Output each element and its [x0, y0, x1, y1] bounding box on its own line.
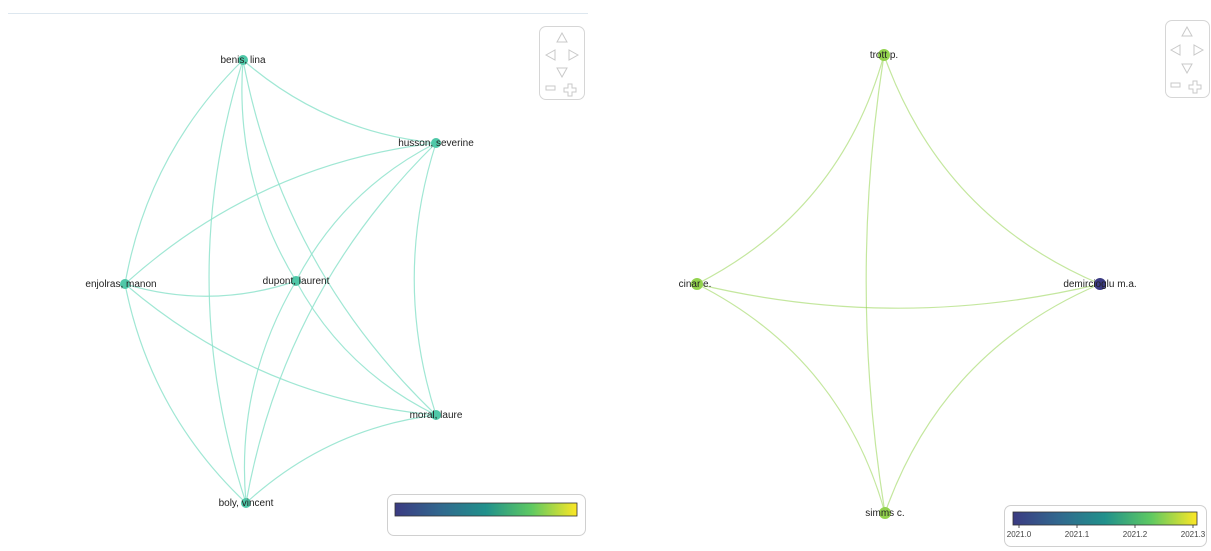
left-navigation-control[interactable]: [539, 26, 585, 100]
legend-tick-label: 2021.2: [1123, 530, 1148, 539]
pan-left-icon[interactable]: [1171, 45, 1180, 55]
pan-down-icon[interactable]: [1182, 64, 1192, 73]
edge-husson-enjolras: [125, 143, 436, 284]
legend-tick-label: 2021.0: [1007, 530, 1032, 539]
left-network-panel: benis, lina husson, severine enjolras, man…: [0, 0, 600, 551]
node-label-dupont[interactable]: dupont, laurent: [263, 276, 330, 287]
node-label-moral[interactable]: moral, laure: [410, 410, 463, 421]
edge-benis-husson: [243, 60, 436, 143]
edge-enjolras-boly: [125, 284, 246, 503]
pan-right-icon[interactable]: [1194, 45, 1203, 55]
right-color-legend: 2021.0 2021.1 2021.2 2021.3: [1004, 505, 1207, 547]
edge-enjolras-moral: [125, 284, 436, 415]
edge-benis-enjolras: [125, 60, 243, 284]
node-label-boly[interactable]: boly, vincent: [219, 498, 274, 509]
edge-cinar-simms: [697, 284, 885, 513]
edge-moral-boly: [246, 415, 436, 503]
pan-up-icon[interactable]: [557, 33, 567, 42]
legend-tick-label: 2021.3: [1181, 530, 1206, 539]
edge-husson-moral: [414, 143, 436, 415]
left-nodes: benis, lina husson, severine enjolras, man…: [85, 55, 474, 509]
node-label-simms[interactable]: simms c.: [865, 508, 904, 519]
left-color-legend: [387, 494, 586, 536]
zoom-in-icon[interactable]: [1189, 81, 1201, 93]
node-label-husson[interactable]: husson, severine: [398, 138, 474, 149]
zoom-out-icon[interactable]: [1171, 83, 1180, 87]
pan-right-icon[interactable]: [569, 50, 578, 60]
edge-trott-demircioglu: [884, 55, 1100, 284]
right-legend-ticks: 2021.0 2021.1 2021.2 2021.3: [1007, 525, 1206, 539]
legend-tick-label: 2021.1: [1065, 530, 1090, 539]
right-network-panel: trott p. cinar e. demircioglu m.a. simms c.…: [608, 0, 1211, 551]
pan-left-icon[interactable]: [546, 50, 555, 60]
edge-benis-boly: [209, 60, 246, 503]
edge-benis-moral: [243, 60, 436, 415]
left-color-scale-bar: [395, 503, 577, 516]
right-network-canvas[interactable]: trott p. cinar e. demircioglu m.a. simms c.: [608, 0, 1211, 551]
right-edges: [697, 55, 1100, 513]
edge-cinar-demircioglu: [697, 284, 1100, 308]
pan-up-icon[interactable]: [1182, 27, 1192, 36]
pan-down-icon[interactable]: [557, 68, 567, 77]
node-label-enjolras[interactable]: enjolras, manon: [85, 279, 156, 290]
node-label-demircioglu[interactable]: demircioglu m.a.: [1063, 279, 1136, 290]
node-label-trott[interactable]: trott p.: [870, 50, 898, 61]
right-color-scale-bar: [1013, 512, 1197, 525]
node-label-benis[interactable]: benis, lina: [220, 55, 265, 66]
right-nodes: trott p. cinar e. demircioglu m.a. simms c.: [679, 49, 1137, 519]
edge-trott-simms: [866, 55, 885, 513]
edge-trott-cinar: [697, 55, 884, 284]
zoom-out-icon[interactable]: [546, 86, 555, 90]
edge-simms-demircioglu: [885, 284, 1100, 513]
left-network-canvas[interactable]: benis, lina husson, severine enjolras, man…: [0, 0, 600, 551]
zoom-in-icon[interactable]: [564, 84, 576, 96]
right-navigation-control[interactable]: [1165, 20, 1210, 98]
node-label-cinar[interactable]: cinar e.: [679, 279, 712, 290]
